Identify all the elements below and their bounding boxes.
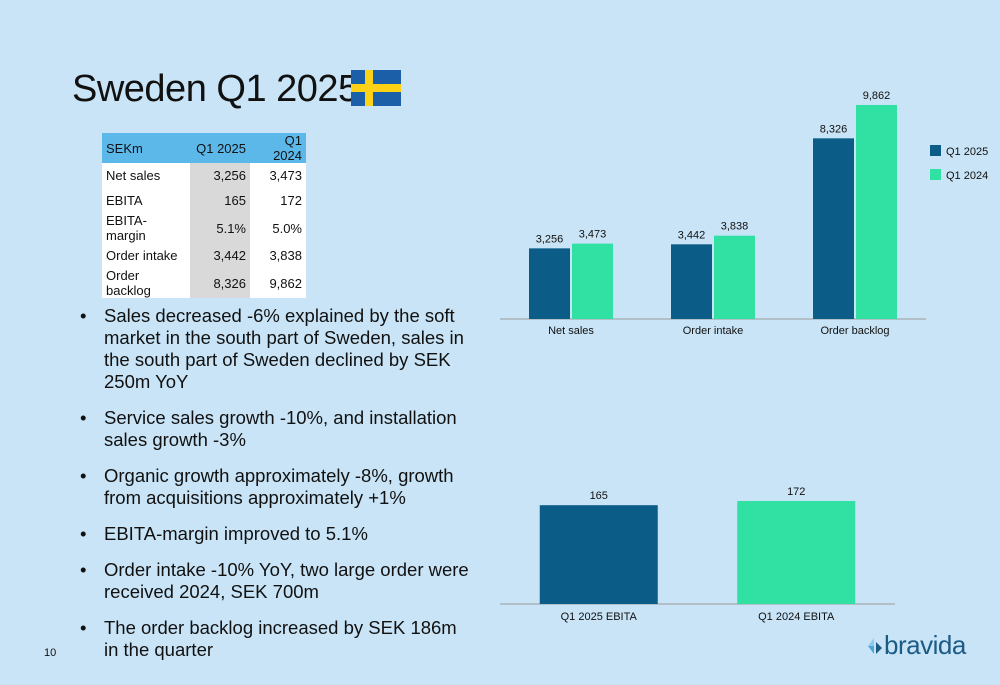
column-header: Q1 2025 <box>190 133 250 163</box>
cell-q1-2024: 3,473 <box>250 163 306 188</box>
cell-q1-2024: 5.0% <box>250 213 306 243</box>
data-label: 3,838 <box>721 221 749 233</box>
legend-swatch-q1-2024 <box>930 169 941 180</box>
row-label: EBITA <box>102 188 190 213</box>
list-item: • The order backlog increased by SEK 186m… <box>80 617 457 660</box>
bar-order-backlog-q1-2024 <box>856 105 897 319</box>
cell-q1-2024: 9,862 <box>250 268 306 298</box>
data-label: 3,256 <box>536 233 564 245</box>
cell-q1-2025: 3,256 <box>190 163 250 188</box>
table-row: Order backlog 8,326 9,862 <box>102 268 306 298</box>
table-row: EBITA-margin 5.1% 5.0% <box>102 213 306 243</box>
bar-order-backlog-q1-2025 <box>813 138 854 319</box>
bullet-text: The order backlog increased by SEK 186m … <box>104 617 457 660</box>
data-label: 9,862 <box>863 90 891 102</box>
row-label: Net sales <box>102 163 190 188</box>
table-row: Order intake 3,442 3,838 <box>102 243 306 268</box>
table-row: Net sales 3,256 3,473 <box>102 163 306 188</box>
page-title: Sweden Q1 2025 <box>72 68 359 110</box>
bravida-logo: bravida <box>864 630 966 662</box>
bravida-logo-icon <box>868 638 882 654</box>
data-label: 8,326 <box>820 123 848 135</box>
bar-q1-2025-ebita <box>539 505 658 604</box>
cell-q1-2024: 3,838 <box>250 243 306 268</box>
cell-q1-2025: 3,442 <box>190 243 250 268</box>
bar-net-sales-q1-2024 <box>572 243 613 319</box>
bar-order-intake-q1-2024 <box>714 235 755 319</box>
x-tick-label: Order backlog <box>820 325 889 337</box>
list-item: • EBITA-margin improved to 5.1% <box>80 523 368 544</box>
data-label: 172 <box>787 486 805 498</box>
logo-text: bravida <box>884 630 966 660</box>
bullet-text: Organic growth approximately -8%, growth… <box>104 465 454 508</box>
x-tick-label: Order intake <box>683 325 744 337</box>
row-label: Order intake <box>102 243 190 268</box>
cell-q1-2025: 5.1% <box>190 213 250 243</box>
cell-q1-2025: 165 <box>190 188 250 213</box>
x-tick-label: Q1 2025 EBITA <box>561 611 638 623</box>
bullet-text: EBITA-margin improved to 5.1% <box>104 523 368 544</box>
bullet-text: Service sales growth -10%, and installat… <box>104 407 457 450</box>
column-header: Q1 2024 <box>250 133 306 163</box>
x-tick-label: Q1 2024 EBITA <box>758 611 835 623</box>
data-label: 3,473 <box>579 229 607 241</box>
bullet-text: Order intake -10% YoY, two large order w… <box>104 559 469 602</box>
row-label: EBITA-margin <box>102 213 190 243</box>
bullet-text: Sales decreased -6% explained by the sof… <box>104 305 464 392</box>
table-header-row: SEKm Q1 2025 Q1 2024 <box>102 133 306 163</box>
bar-q1-2024-ebita <box>737 501 856 604</box>
cell-q1-2024: 172 <box>250 188 306 213</box>
table-row: EBITA 165 172 <box>102 188 306 213</box>
row-label: Order backlog <box>102 268 190 298</box>
sweden-flag-icon <box>351 70 401 106</box>
x-tick-label: Net sales <box>548 325 594 337</box>
list-item: • Sales decreased -6% explained by the so… <box>80 305 464 392</box>
data-label: 165 <box>590 490 608 502</box>
kpi-table: SEKm Q1 2025 Q1 2024 Net sales 3,256 3,4… <box>102 133 306 298</box>
legend-label: Q1 2024 <box>946 170 988 182</box>
page-number: 10 <box>44 647 57 659</box>
bullet-list: • Sales decreased -6% explained by the so… <box>80 305 470 675</box>
list-item: • Organic growth approximately -8%, growt… <box>80 465 454 508</box>
legend-swatch-q1-2025 <box>930 145 941 156</box>
column-header: SEKm <box>102 133 190 163</box>
cell-q1-2025: 8,326 <box>190 268 250 298</box>
data-label: 3,442 <box>678 229 706 241</box>
bar-net-sales-q1-2025 <box>529 248 570 319</box>
list-item: • Order intake -10% YoY, two large order … <box>80 559 469 602</box>
bar-order-intake-q1-2025 <box>671 244 712 319</box>
list-item: • Service sales growth -10%, and installa… <box>80 407 457 450</box>
legend-label: Q1 2025 <box>946 146 988 158</box>
